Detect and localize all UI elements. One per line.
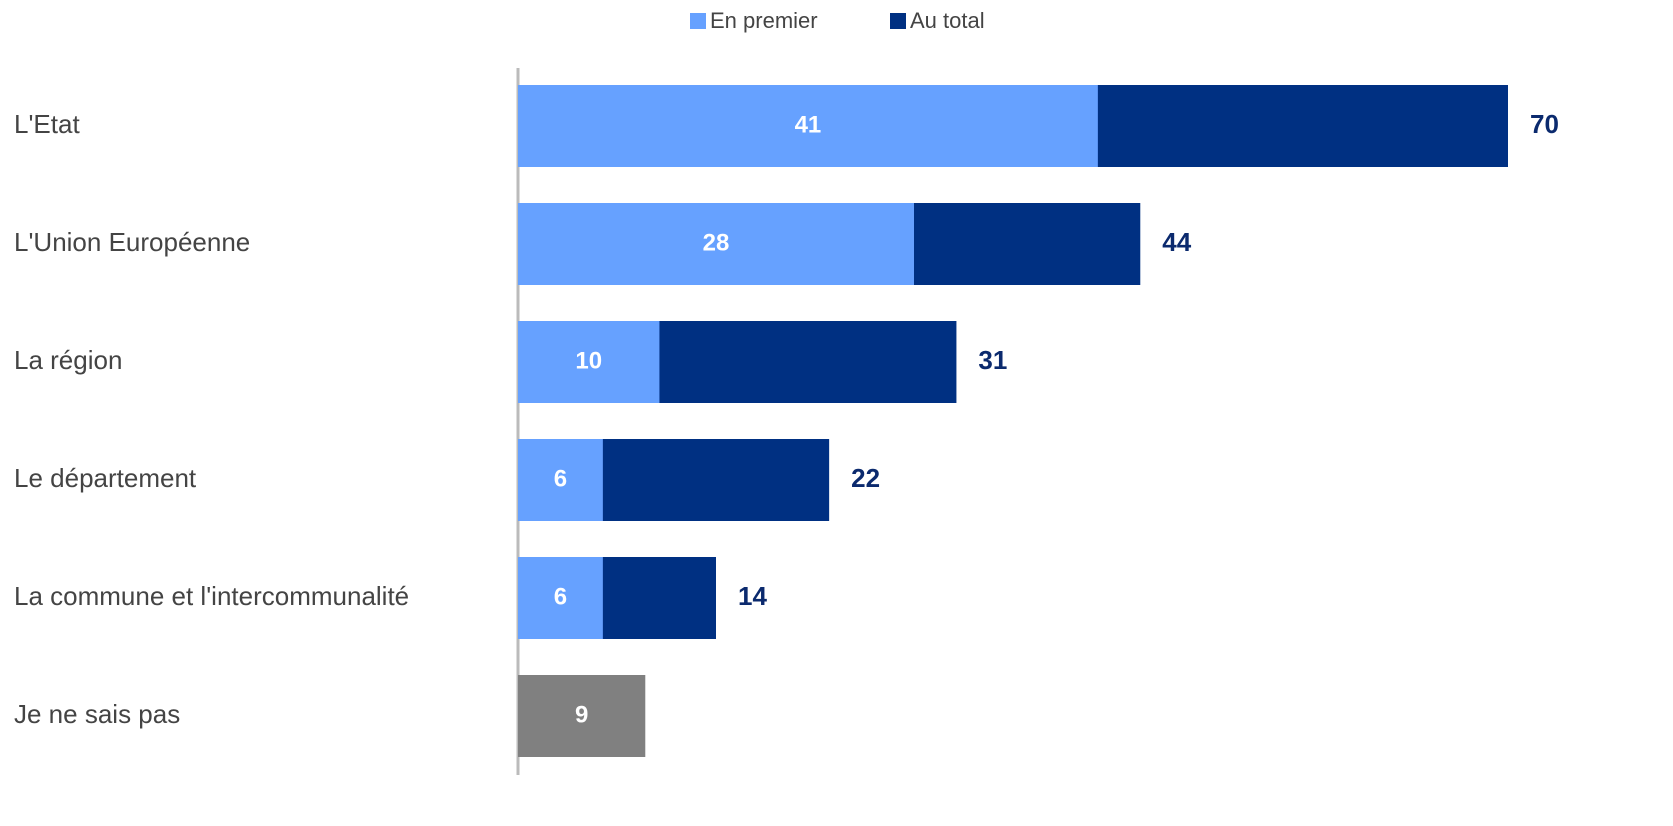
value-label: 22	[851, 463, 880, 493]
bar	[518, 85, 1098, 167]
bar	[518, 675, 646, 757]
value-label: 70	[1530, 109, 1559, 139]
value-label: 41	[795, 111, 822, 138]
category-label: L'Union Européenne	[14, 227, 250, 257]
value-label: 10	[575, 347, 602, 374]
category-label: La région	[14, 345, 122, 375]
legend-label: Au total	[910, 8, 985, 33]
bar	[518, 557, 603, 639]
value-label: 14	[738, 581, 767, 611]
legend-swatch	[690, 13, 706, 29]
legend-swatch	[890, 13, 906, 29]
value-label: 28	[703, 229, 730, 256]
value-label: 44	[1162, 227, 1191, 257]
category-label: L'Etat	[14, 109, 80, 139]
value-label: 9	[575, 701, 588, 728]
value-label: 6	[554, 583, 567, 610]
category-label: La commune et l'intercommunalité	[14, 581, 409, 611]
bar	[518, 203, 914, 285]
value-label: 6	[554, 465, 567, 492]
legend-label: En premier	[710, 8, 818, 33]
category-label: Le département	[14, 463, 197, 493]
bar	[518, 321, 660, 403]
bar	[518, 439, 603, 521]
value-label: 31	[978, 345, 1007, 375]
category-label: Je ne sais pas	[14, 699, 180, 729]
